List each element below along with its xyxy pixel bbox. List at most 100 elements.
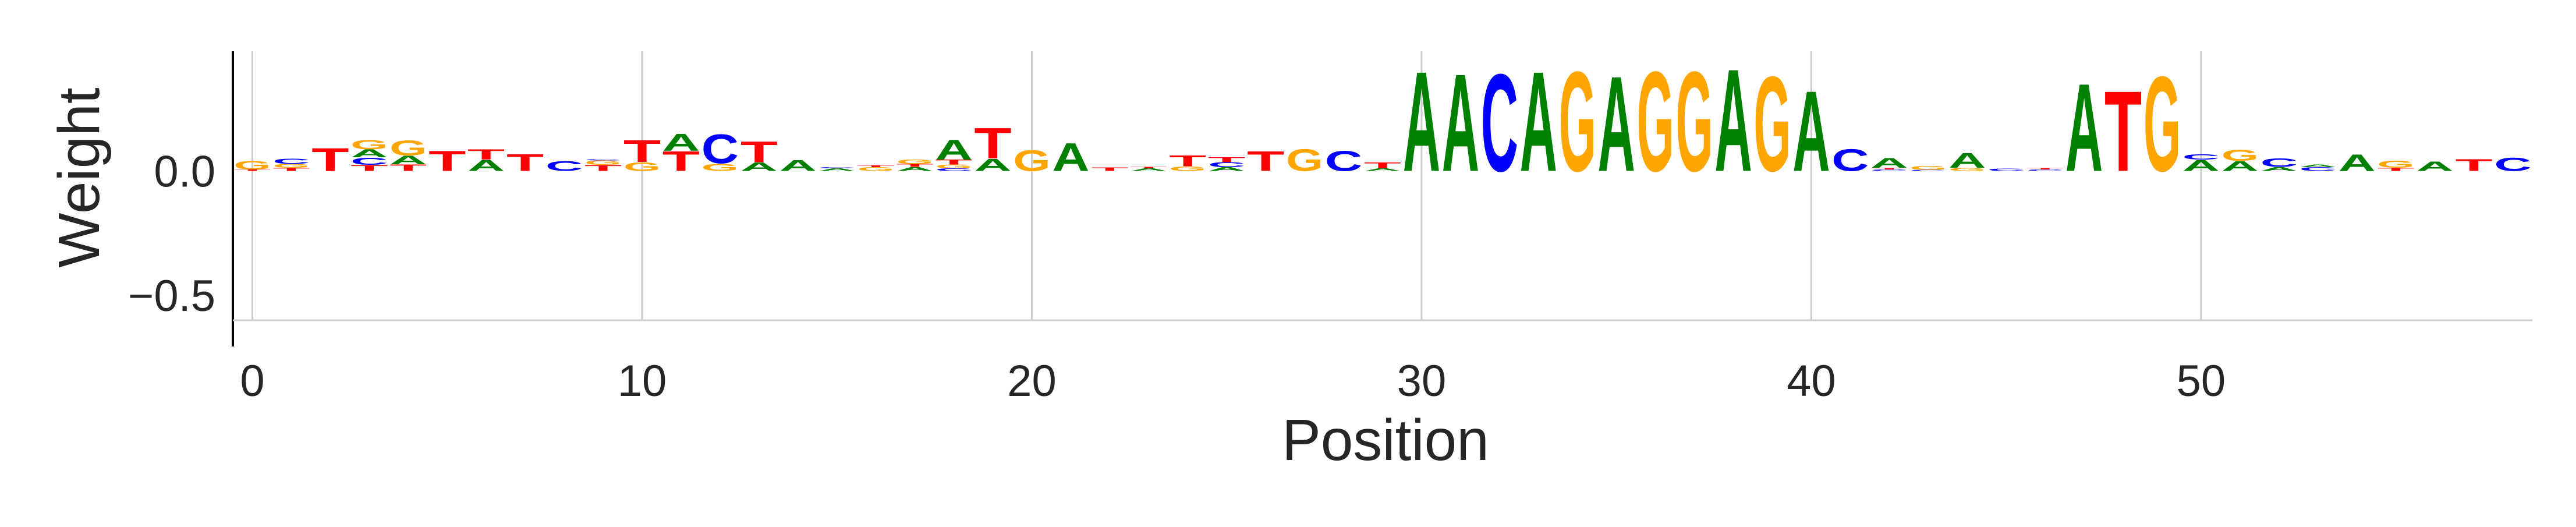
logo-letter-G: G <box>584 160 622 167</box>
logo-letter-G: G <box>2221 147 2259 164</box>
logo-letter-A: A <box>818 168 856 172</box>
logo-letter-T: T <box>662 146 700 177</box>
logo-letter-G: G <box>1013 144 1050 177</box>
logo-letter-C: C <box>2260 155 2298 169</box>
logo-letter-T: T <box>1364 161 1401 171</box>
logo-letter-A: A <box>2221 158 2259 174</box>
y-axis-title: Weight <box>47 87 112 268</box>
logo-letter-T: T <box>2026 168 2064 170</box>
logo-letter-A: A <box>740 160 778 174</box>
logo-letter-C: C <box>1831 142 1869 178</box>
logo-letter-G: G <box>350 137 388 152</box>
logo-letter-G: G <box>1948 167 1986 172</box>
logo-letter-T: T <box>896 163 933 168</box>
logo-letter-T: T <box>584 163 622 172</box>
logo-letter-T: T <box>935 158 972 166</box>
x-tick-label: 0 <box>240 356 264 406</box>
logo-letter-T: T <box>428 146 466 177</box>
logo-letter-C: C <box>350 155 388 167</box>
logo-letter-T: T <box>389 162 427 172</box>
logo-letter-C: C <box>1208 161 1245 168</box>
logo-letter-G: G <box>701 161 739 173</box>
logo-letter-C: C <box>935 168 972 172</box>
logo-letter-C: C <box>272 157 310 166</box>
logo-letter-C: C <box>584 159 622 161</box>
logo-letter-C: C <box>701 126 739 173</box>
logo-letter-A: A <box>2338 149 2376 176</box>
logo-letter-A: A <box>1948 149 1986 172</box>
logo-letter-A: A <box>2065 58 2103 197</box>
logo-letter-A: A <box>1364 168 1401 172</box>
logo-letter-T: T <box>1169 153 1206 170</box>
logo-letter-G: G <box>623 160 661 174</box>
logo-letter-G: G <box>272 163 310 169</box>
logo-letter-T: T <box>1208 156 1245 164</box>
logo-letter-T: T <box>974 119 1011 168</box>
logo-letter-C: C <box>818 167 856 169</box>
logo-letter-A: A <box>662 129 700 156</box>
logo-letter-C: C <box>2182 153 2220 161</box>
logo-letter-T: T <box>1870 168 1908 170</box>
logo-letter-G: G <box>2143 49 2181 200</box>
logo-letter-C: C <box>1909 169 1947 171</box>
logo-letter-C: C <box>1987 168 2025 172</box>
logo-letter-A: A <box>1403 43 1440 202</box>
logo-letter-T: T <box>506 149 544 176</box>
tick-labels: 0 10 20 30 40 50 0.0 −0.5 <box>128 147 2226 406</box>
logo-letter-A: A <box>2416 159 2453 174</box>
logo-letter-A: A <box>1792 68 1830 196</box>
logo-letter-A: A <box>1052 135 1089 179</box>
logo-letter-T: T <box>858 165 895 168</box>
logo-letter-C: C <box>2494 154 2531 175</box>
logo-letter-G: G <box>1637 42 1674 201</box>
logo-letter-G: G <box>1169 165 1206 172</box>
logo-letter-T: T <box>2104 68 2142 196</box>
logo-letter-T: T <box>350 163 388 172</box>
logo-letter-A: A <box>935 134 972 166</box>
logo-letter-C: C <box>545 158 583 174</box>
logo-letter-A: A <box>1870 155 1908 171</box>
logo-letter-A: A <box>974 155 1011 175</box>
logo-letter-G: G <box>389 136 427 160</box>
logo-letter-G: G <box>233 158 271 172</box>
x-tick-label: 20 <box>1007 356 1057 406</box>
logo-letter-G: G <box>1909 165 1947 171</box>
x-tick-label: 10 <box>618 356 667 406</box>
logo-letter-C: C <box>1325 146 1362 178</box>
logo-letter-G: G <box>858 166 895 172</box>
logo-letter-G: G <box>1753 49 1791 200</box>
logo-letter-A: A <box>2182 157 2220 174</box>
logo-letter-A: A <box>389 153 427 167</box>
axes <box>232 51 2532 346</box>
logo-letter-T: T <box>740 135 778 168</box>
logo-letter-T: T <box>467 147 505 163</box>
x-axis-title: Position <box>1282 408 1489 473</box>
logo-letter-T: T <box>1247 146 1284 177</box>
logo-letter-C: C <box>1481 46 1518 201</box>
x-tick-label: 30 <box>1397 356 1447 406</box>
y-tick-label: −0.5 <box>128 271 215 321</box>
logo-letter-T: T <box>623 133 661 169</box>
logo-letter-T: T <box>2377 167 2415 172</box>
logo-letter-G: G <box>1286 143 1323 178</box>
logo-letter-G: G <box>2377 158 2415 170</box>
logo-letter-A: A <box>1520 43 1557 202</box>
y-tick-label: 0.0 <box>154 147 215 196</box>
logo-letter-T: T <box>233 169 271 171</box>
logo-letter-A: A <box>896 166 933 172</box>
logo-letter-A: A <box>467 157 505 174</box>
logo-letter-G: G <box>1675 42 1713 201</box>
x-tick-label: 40 <box>1787 356 1836 406</box>
grid-lines <box>251 51 2202 320</box>
logo-letter-G: G <box>1559 42 1596 201</box>
logo-letter-A: A <box>1208 166 1245 172</box>
logo-letter-A: A <box>1598 48 1635 200</box>
logo-letter-C: C <box>2299 166 2337 172</box>
logo-letter-T: T <box>2455 156 2492 175</box>
logo-letter-A: A <box>2260 166 2298 172</box>
logo-letter-T: T <box>272 167 310 172</box>
logo-letter-T: T <box>1130 167 1167 169</box>
